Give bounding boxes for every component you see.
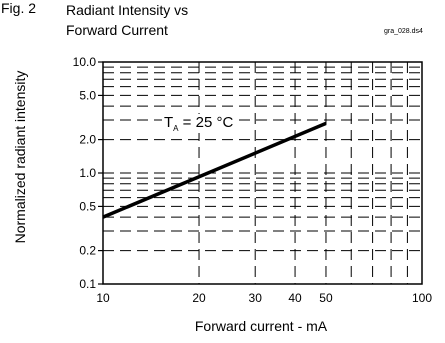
y-tick-label: 5.0 [79,88,96,102]
figure-title-line2: Forward Current [66,22,168,38]
x-tick-label: 20 [192,291,206,305]
y-tick-label: 2.0 [79,133,96,147]
annotation-rest: = 25 °C [178,114,234,131]
x-tick-label: 30 [249,291,263,305]
y-tick-label: 0.2 [79,244,96,258]
x-tick-label: 100 [412,291,432,305]
y-tick-label: 1.0 [79,166,96,180]
figure-title: Radiant Intensity vs Forward Current [66,0,188,40]
figure-number: Fig. 2 [1,0,37,16]
figure-title-line1: Radiant Intensity vs [66,2,189,18]
x-tick-label: 10 [96,291,110,305]
temperature-annotation: TA = 25 °C [162,114,236,133]
x-axis-label: Forward current - mA [194,318,328,334]
annotation-t: T [164,114,174,131]
y-tick-label: 0.1 [79,277,96,291]
file-id: gra_028.ds4 [384,28,423,35]
y-tick-label: 0.5 [79,199,96,213]
annotation-sub: A [173,124,179,133]
y-tick-label: 10.0 [73,55,97,69]
x-tick-label: 50 [319,291,333,305]
x-tick-label: 40 [288,291,302,305]
series-line [102,121,327,219]
